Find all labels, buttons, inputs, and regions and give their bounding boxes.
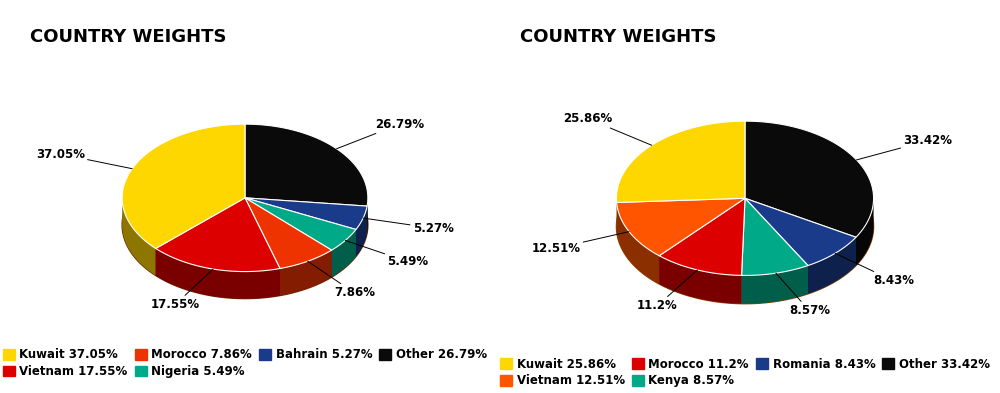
Polygon shape	[332, 230, 356, 277]
Polygon shape	[742, 266, 808, 304]
Polygon shape	[742, 198, 808, 275]
Polygon shape	[245, 124, 368, 206]
Polygon shape	[856, 198, 874, 266]
Polygon shape	[245, 198, 332, 268]
Text: 26.79%: 26.79%	[337, 118, 424, 149]
Text: COUNTRY WEIGHTS: COUNTRY WEIGHTS	[30, 28, 226, 46]
Text: 12.51%: 12.51%	[531, 231, 629, 255]
Polygon shape	[156, 248, 280, 299]
Text: 17.55%: 17.55%	[151, 269, 213, 311]
Polygon shape	[617, 198, 745, 256]
Polygon shape	[659, 198, 745, 275]
Polygon shape	[245, 198, 356, 250]
Polygon shape	[122, 124, 245, 248]
Text: COUNTRY WEIGHTS: COUNTRY WEIGHTS	[520, 28, 716, 46]
Polygon shape	[616, 121, 745, 202]
Polygon shape	[122, 151, 368, 299]
Polygon shape	[745, 121, 874, 237]
Polygon shape	[280, 250, 332, 296]
Polygon shape	[808, 237, 856, 294]
Legend: Kuwait 37.05%, Vietnam 17.55%, Morocco 7.86%, Nigeria 5.49%, Bahrain 5.27%, Othe: Kuwait 37.05%, Vietnam 17.55%, Morocco 7…	[0, 344, 492, 383]
Text: 8.57%: 8.57%	[776, 273, 830, 317]
Text: 25.86%: 25.86%	[563, 112, 652, 145]
Polygon shape	[156, 198, 280, 272]
Text: 11.2%: 11.2%	[637, 270, 697, 312]
Polygon shape	[617, 202, 659, 284]
Polygon shape	[245, 198, 367, 230]
Polygon shape	[122, 196, 156, 275]
Text: 8.43%: 8.43%	[835, 253, 914, 287]
Legend: Kuwait 25.86%, Vietnam 12.51%, Morocco 11.2%, Kenya 8.57%, Romania 8.43%, Other : Kuwait 25.86%, Vietnam 12.51%, Morocco 1…	[495, 353, 995, 392]
Text: 33.42%: 33.42%	[857, 134, 952, 160]
Text: 7.86%: 7.86%	[308, 261, 375, 299]
Text: 37.05%: 37.05%	[36, 148, 132, 169]
Polygon shape	[745, 198, 856, 266]
Polygon shape	[616, 149, 874, 304]
Polygon shape	[659, 256, 742, 304]
Text: 5.49%: 5.49%	[345, 241, 429, 268]
Text: 5.27%: 5.27%	[363, 218, 454, 235]
Polygon shape	[356, 206, 367, 257]
